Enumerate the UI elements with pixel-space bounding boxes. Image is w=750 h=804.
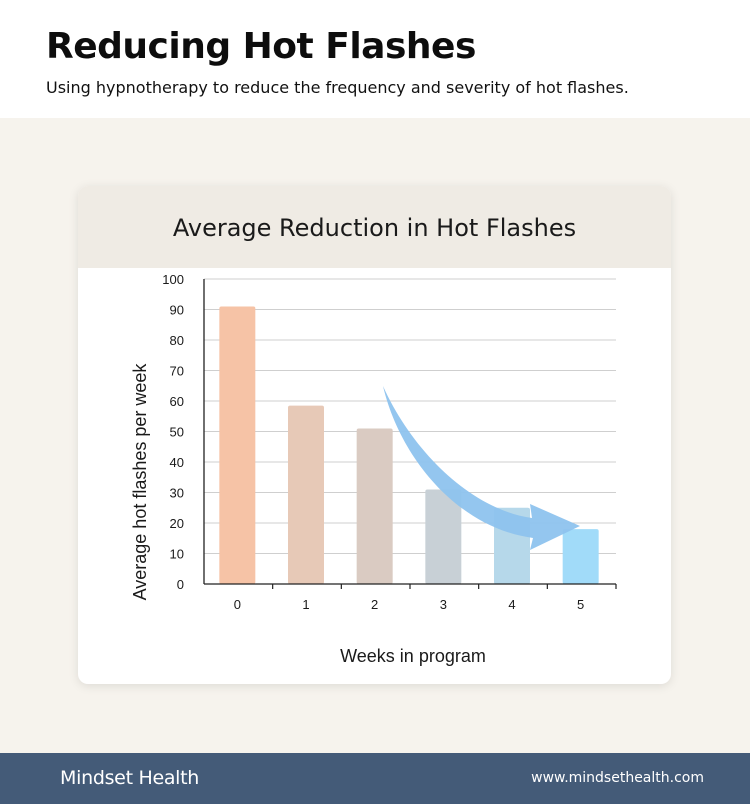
bar-week-0	[219, 306, 256, 584]
chart-title: Average Reduction in Hot Flashes	[172, 214, 577, 242]
x-tick-label: 2	[371, 597, 378, 612]
axes	[203, 279, 617, 589]
x-tick-label: 3	[440, 597, 447, 612]
page-subtitle: Using hypnotherapy to reduce the frequen…	[46, 78, 629, 97]
trend-arrow-icon	[383, 386, 580, 550]
y-tick-label: 80	[170, 333, 184, 348]
bar-week-5	[562, 529, 599, 584]
main-area: Average Reduction in Hot Flashes 0 10 20 30…	[0, 118, 750, 753]
chart-card-header: Average Reduction in Hot Flashes	[78, 186, 671, 268]
tick-labels: 0 10 20 30 40 50 60 70 80 90 100 0 1 2 3 4 5	[162, 272, 584, 612]
x-tick-label: 1	[302, 597, 309, 612]
x-tick-label: 5	[577, 597, 584, 612]
bar-chart: 0 10 20 30 40 50 60 70 80 90 100 0 1 2 3 4 5 Average hot…	[130, 272, 617, 666]
trend-arrow	[383, 386, 580, 550]
y-tick-label: 30	[170, 486, 184, 501]
x-tick-label: 0	[234, 597, 241, 612]
website-link[interactable]: www.mindsethealth.com	[531, 770, 704, 786]
page-title: Reducing Hot Flashes	[46, 26, 476, 67]
footer: Mindset Health www.mindsethealth.com	[0, 753, 750, 804]
chart-card: Average Reduction in Hot Flashes 0 10 20 30…	[78, 186, 671, 684]
x-axis-label: Weeks in program	[340, 646, 486, 666]
grid-lines	[204, 278, 616, 554]
y-tick-label: 0	[177, 577, 184, 592]
brand-logo: Mindset Health	[60, 767, 200, 789]
bar-week-1	[288, 405, 324, 584]
bar-week-3	[425, 489, 462, 584]
y-tick-label: 90	[170, 303, 184, 318]
y-tick-label: 60	[170, 394, 184, 409]
x-tick-label: 4	[508, 597, 515, 612]
y-axis-label: Average hot flashes per week	[130, 363, 150, 601]
y-tick-label: 40	[170, 455, 184, 470]
header: Reducing Hot Flashes Using hypnotherapy …	[0, 0, 750, 118]
y-tick-label: 50	[170, 425, 184, 440]
y-tick-label: 10	[170, 547, 184, 562]
y-tick-label: 20	[170, 516, 184, 531]
bar-week-2	[356, 428, 393, 584]
y-tick-label: 100	[162, 272, 184, 287]
y-tick-label: 70	[170, 364, 184, 379]
